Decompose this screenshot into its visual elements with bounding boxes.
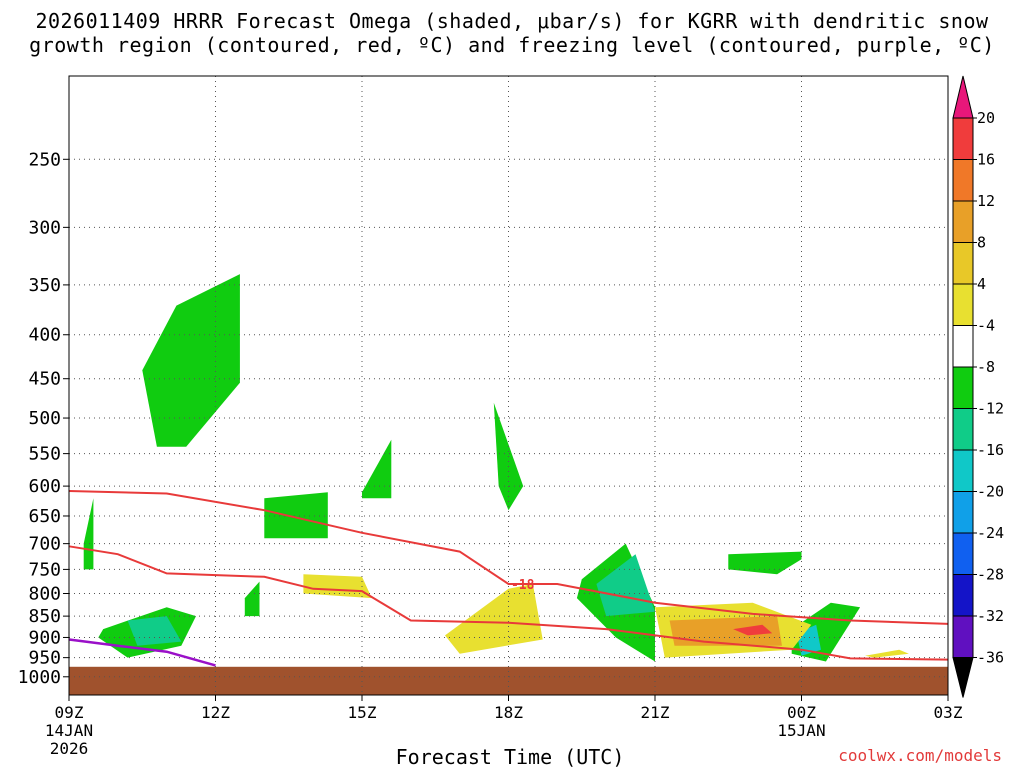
colorbar-segment	[952, 615, 974, 658]
y-tick-label: 900	[28, 627, 61, 648]
y-tick-label: 1000	[18, 667, 61, 688]
dgz-contour-label: -18	[511, 578, 535, 593]
colorbar-segment	[952, 242, 974, 285]
omega-region-16	[669, 616, 782, 646]
colorbar-label: 12	[977, 192, 995, 210]
dgz-contour-lower	[68, 545, 949, 661]
x-tick-sublabel: 2026	[50, 739, 89, 758]
colorbar-label: -8	[977, 358, 995, 376]
omega-region-0	[142, 274, 240, 447]
y-tick-label: 300	[28, 217, 61, 238]
x-tick-label: 09Z	[55, 703, 84, 722]
colorbar-label: 20	[977, 109, 995, 127]
x-tick-label: 15Z	[348, 703, 377, 722]
x-tick-label: 03Z	[934, 703, 963, 722]
y-tick-label: 250	[28, 149, 61, 170]
freezing-level-contour	[68, 638, 216, 667]
omega-region-6	[244, 581, 260, 617]
x-tick-label: 18Z	[494, 703, 523, 722]
x-tick-sublabel: 15JAN	[777, 721, 825, 740]
omega-region-5	[127, 616, 182, 646]
dgz-contour-upper	[68, 490, 949, 625]
y-tick-label: 650	[28, 506, 61, 527]
colorbar-label: -32	[977, 607, 1004, 625]
x-tick-sublabel: 14JAN	[45, 721, 93, 740]
omega-region-3	[83, 498, 94, 570]
colorbar-label: -28	[977, 566, 1004, 584]
colorbar-segment	[952, 491, 974, 534]
colorbar-label: -20	[977, 483, 1004, 501]
y-tick-label: 850	[28, 606, 61, 627]
omega-region-13	[303, 574, 372, 599]
colorbar-segment	[952, 283, 974, 326]
colorbar-label: -12	[977, 400, 1004, 418]
colorbar-label: 8	[977, 234, 986, 252]
y-tick-label: 700	[28, 534, 61, 555]
y-tick-label: 550	[28, 444, 61, 465]
y-tick-label: 400	[28, 325, 61, 346]
credit-link[interactable]: coolwx.com/models	[838, 746, 1002, 765]
omega-region-1	[264, 492, 328, 539]
y-tick-label: 950	[28, 648, 61, 669]
chart-title-line-2: growth region (contoured, red, ºC) and f…	[29, 33, 995, 57]
x-tick-label: 21Z	[641, 703, 670, 722]
x-tick-label: 00Z	[787, 703, 816, 722]
colorbar-label: 4	[977, 275, 986, 293]
omega-region-14	[445, 584, 543, 654]
y-tick-label: 450	[28, 369, 61, 390]
colorbar-segment	[952, 117, 974, 160]
colorbar-segment	[952, 75, 974, 119]
colorbar-label: -24	[977, 524, 1004, 542]
colorbar-segment	[952, 366, 974, 409]
x-tick-label: 12Z	[201, 703, 230, 722]
colorbar-segment	[952, 408, 974, 451]
colorbar-segment	[952, 657, 974, 698]
colorbar-segment	[952, 449, 974, 492]
y-tick-label: 500	[28, 408, 61, 429]
omega-region-17	[733, 624, 773, 636]
colorbar-segment	[952, 325, 974, 368]
colorbar-segment	[952, 200, 974, 243]
colorbar-label: -36	[977, 649, 1004, 667]
x-axis-label: Forecast Time (UTC)	[395, 745, 625, 769]
colorbar-segment	[952, 574, 974, 617]
omega-region-18	[865, 649, 909, 658]
colorbar-label: -16	[977, 441, 1004, 459]
y-tick-label: 800	[28, 583, 61, 604]
omega-region-2	[362, 439, 392, 499]
colorbar-label: 16	[977, 151, 995, 169]
y-tick-label: 350	[28, 275, 61, 296]
y-tick-label: 600	[28, 476, 61, 497]
colorbar-segment	[952, 532, 974, 575]
chart-title-line-1: 2026011409 HRRR Forecast Omega (shaded, …	[35, 9, 989, 33]
colorbar-label: -4	[977, 317, 995, 335]
omega-region-10	[728, 551, 802, 575]
colorbar-segment	[952, 159, 974, 202]
y-tick-label: 750	[28, 559, 61, 580]
